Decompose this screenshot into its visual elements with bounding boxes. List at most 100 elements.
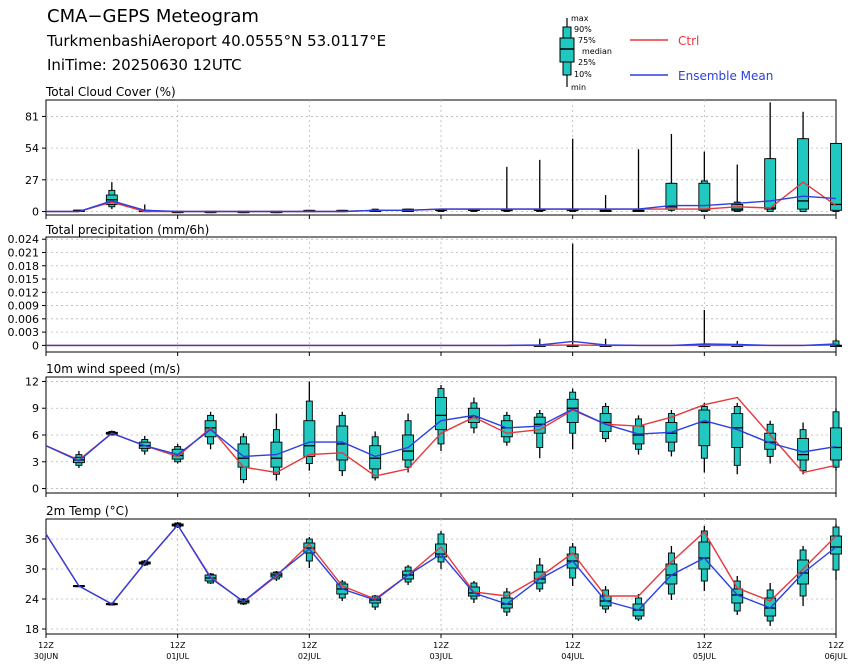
box-inner: [830, 535, 842, 555]
panel-title: 10m wind speed (m/s): [46, 362, 180, 376]
x-tick-label-date: 01JUL: [166, 652, 189, 661]
box-14: [500, 588, 513, 616]
ensemble-mean-line: [46, 195, 837, 213]
page-title: CMA−GEPS Meteogram: [47, 6, 259, 27]
box-23: [797, 422, 810, 475]
panel-3: 2m Temp (°C) 18 24 30 36: [25, 504, 842, 638]
box-inner: [303, 420, 316, 457]
y-tick-label: 3: [32, 456, 39, 469]
y-tick-label: 0: [32, 205, 39, 218]
box-23: [797, 111, 810, 212]
ctrl-line: [45, 396, 837, 477]
legend-median-label: median: [582, 47, 612, 56]
box-inner: [764, 597, 777, 617]
legend-p90-label: 90%: [574, 25, 592, 34]
x-tick-label-date: 02JUL: [298, 652, 321, 661]
y-tick-label: 27: [25, 174, 39, 187]
legend-min-label: min: [571, 83, 586, 92]
box-18: [632, 149, 645, 212]
box-20: [698, 402, 711, 473]
box-inner: [698, 409, 711, 447]
box-inner: [500, 597, 513, 609]
y-tick-label: 0: [32, 483, 39, 496]
x-tick-label-hour: 12Z: [433, 641, 449, 650]
box-2: [105, 182, 118, 210]
box-inner: [797, 138, 810, 210]
box-18: [632, 415, 645, 455]
box-inner: [830, 427, 842, 461]
x-tick-label-date: 05JUL: [693, 652, 716, 661]
y-tick-label: 18: [25, 623, 39, 636]
x-tick-label-hour: 12Z: [696, 641, 712, 650]
panel-frame: [45, 236, 837, 353]
panel-frame: [45, 99, 837, 216]
box-24: [830, 524, 842, 580]
box-inner: [665, 563, 678, 585]
y-tick-label: 30: [25, 563, 39, 576]
x-tick-label-hour: 12Z: [828, 641, 844, 650]
panels: Total Cloud Cover (%) 0 27 54 81 Total precip…: [8, 85, 848, 661]
box-19: [665, 134, 678, 212]
y-tick-label: 0.012: [8, 286, 40, 299]
x-tick-label-hour: 12Z: [38, 641, 54, 650]
x-tick-label-date: 04JUL: [561, 652, 584, 661]
box-inner: [435, 397, 447, 431]
box-24: [830, 408, 842, 471]
box-inner: [336, 425, 349, 461]
y-tick-label: 81: [25, 110, 39, 123]
y-tick-label: 0.024: [8, 233, 40, 246]
box-24: [830, 142, 842, 212]
legend-p75-label: 75%: [578, 36, 596, 45]
box-inner: [764, 158, 777, 210]
y-tick-label: 0.009: [8, 300, 40, 313]
box-14: [500, 411, 513, 446]
box-inner: [698, 182, 711, 211]
box-20: [698, 309, 711, 348]
panel-2: 10m wind speed (m/s) 0 3 6 9 12: [25, 362, 842, 497]
legend-max-label: max: [571, 14, 589, 23]
box-20: [698, 151, 711, 212]
box-inner: [797, 559, 810, 585]
panel-title: Total Cloud Cover (%): [45, 85, 176, 99]
x-tick-label-date: 03JUL: [430, 652, 453, 661]
panel-0: Total Cloud Cover (%) 0 27 54 81: [25, 85, 842, 219]
x-tick-label-hour: 12Z: [301, 641, 317, 650]
y-tick-label: 0: [32, 339, 39, 352]
box-inner: [369, 445, 382, 470]
panel-title: Total precipitation (mm/6h): [45, 223, 209, 237]
box-16: [566, 138, 579, 212]
box-16: [566, 388, 579, 450]
box-legend: max 90% 75% median 25% 10% min: [559, 14, 612, 92]
y-tick-label: 0.021: [8, 246, 40, 259]
box-21: [731, 164, 744, 212]
x-tick-label-date: 06JUL: [825, 652, 848, 661]
box-16: [566, 543, 579, 586]
box-21: [731, 402, 744, 475]
x-tick-label-hour: 12Z: [170, 641, 186, 650]
box-8: [303, 381, 316, 471]
legend-p25-label: 25%: [578, 58, 596, 67]
legend-p10-label: 10%: [574, 70, 592, 79]
legend-mean-label: Ensemble Mean: [678, 69, 773, 83]
x-tick-label-date: 30JUN: [34, 652, 58, 661]
box-14: [500, 166, 513, 212]
line-legend: Ctrl Ensemble Mean: [630, 34, 773, 83]
y-tick-label: 0.018: [8, 260, 40, 273]
y-tick-label: 12: [25, 375, 39, 388]
y-tick-label: 0.003: [8, 326, 40, 339]
box-inner: [435, 543, 447, 558]
panel-title: 2m Temp (°C): [46, 504, 129, 518]
box-inner: [830, 142, 842, 211]
y-tick-label: 54: [25, 142, 39, 155]
y-tick-label: 0.015: [8, 273, 40, 286]
box-inner: [698, 541, 711, 570]
box-inner: [731, 413, 744, 448]
y-tick-label: 9: [32, 402, 39, 415]
box-22: [764, 102, 777, 212]
y-tick-label: 0.006: [8, 313, 40, 326]
box-15: [533, 410, 546, 459]
box-inner: [731, 588, 744, 604]
box-inner: [500, 420, 513, 438]
legend-ctrl-label: Ctrl: [678, 34, 699, 48]
